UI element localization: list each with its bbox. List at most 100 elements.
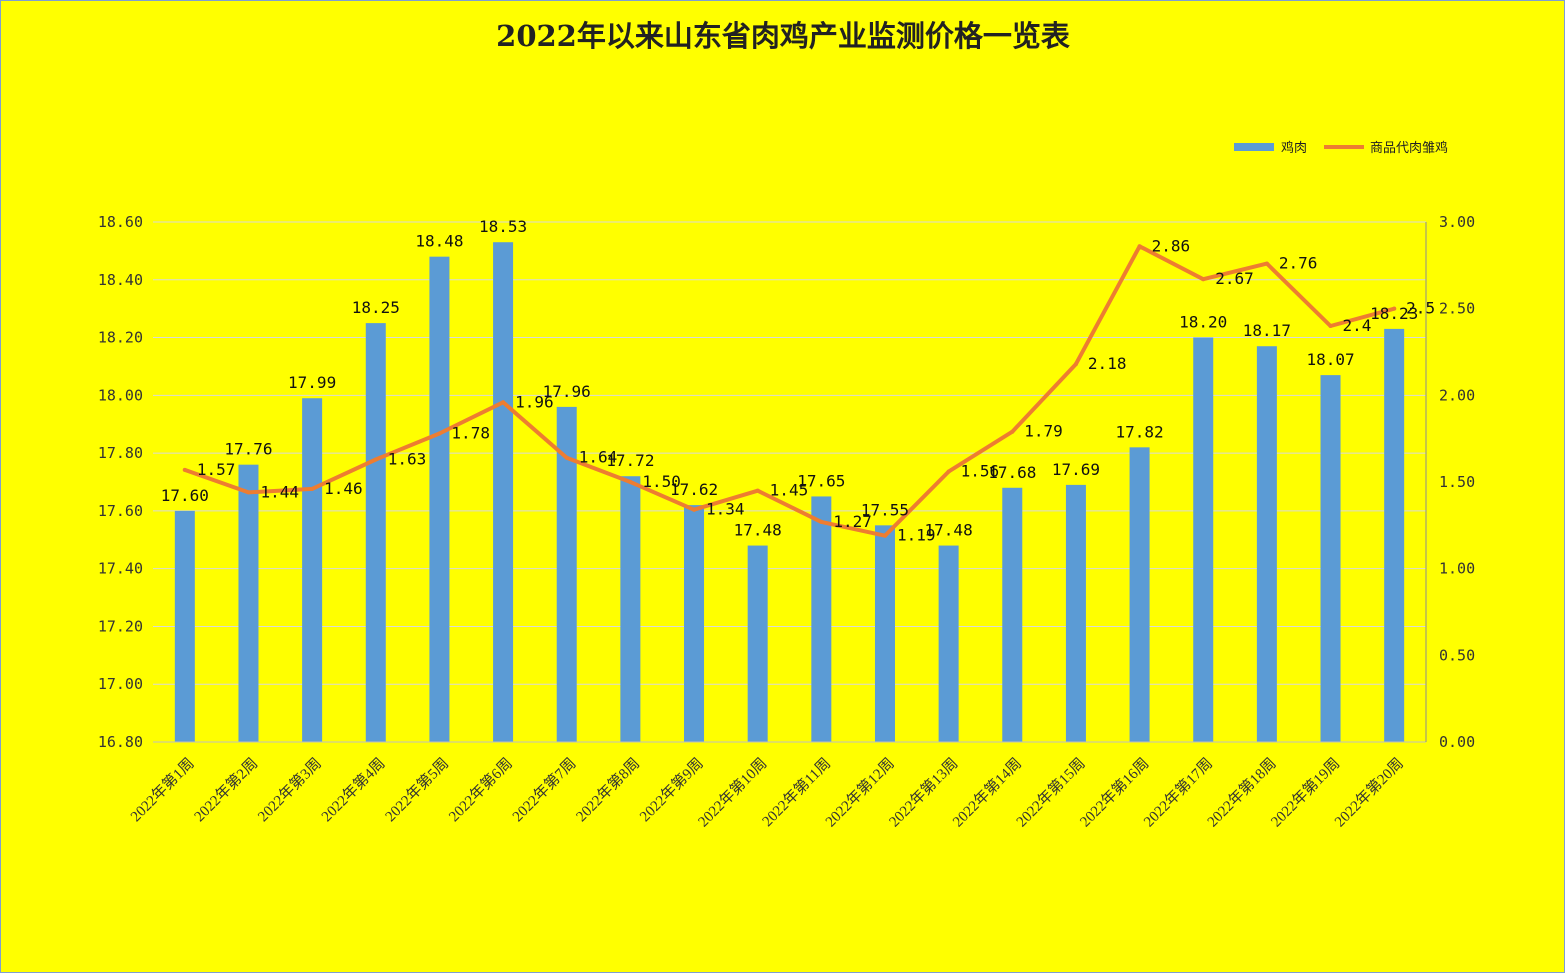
bar: [874, 525, 895, 742]
line-data-label: 2.18: [1088, 354, 1127, 373]
line-point: [1137, 244, 1142, 249]
line-point: [246, 490, 251, 495]
line-data-label: 2.76: [1279, 254, 1318, 273]
line-point: [373, 457, 378, 462]
y-left-tick-label: 18.40: [98, 271, 143, 289]
line-data-label: 1.78: [451, 423, 490, 442]
bar: [1002, 487, 1023, 742]
bar-data-label: 17.48: [925, 521, 973, 540]
bar: [174, 510, 195, 742]
line-data-label: 1.27: [833, 512, 872, 531]
line-point: [1392, 306, 1397, 311]
bar-series: [174, 242, 1405, 742]
line-point: [628, 480, 633, 484]
line-data-label: 1.96: [515, 392, 554, 411]
line-point: [310, 486, 315, 491]
bar: [1384, 328, 1405, 742]
bar-data-label: 17.48: [734, 521, 782, 540]
bar-data-label: 18.23: [1370, 304, 1418, 323]
line-point: [1201, 277, 1206, 282]
y-left-tick-label: 17.00: [98, 675, 143, 693]
line-point: [946, 469, 951, 474]
y-right-tick-label: 3.00: [1439, 213, 1475, 231]
series-line: [182, 244, 1397, 538]
line-data-label: 1.64: [579, 448, 618, 467]
y-right-tick-label: 0.00: [1439, 733, 1475, 751]
bar-data-label: 18.07: [1306, 350, 1354, 369]
gridlines: [153, 221, 1426, 743]
bar: [1065, 484, 1086, 742]
line-data-label: 1.44: [260, 482, 299, 501]
bar-data-label: 17.65: [797, 471, 845, 490]
line-series: [182, 244, 1397, 538]
bar-data-label: 17.82: [1115, 422, 1163, 441]
bar-data-label: 17.68: [988, 463, 1036, 482]
x-tick-label: 2022年第9周: [636, 754, 707, 825]
bar: [1256, 346, 1277, 742]
line-point: [755, 488, 760, 493]
bar: [811, 496, 832, 742]
line-data-label: 2.86: [1152, 236, 1191, 255]
line-data-label: 1.46: [324, 479, 363, 498]
line-point: [1328, 324, 1333, 328]
bar-data-label: 17.99: [288, 373, 336, 392]
legend-label-line: 商品代肉雏鸡: [1370, 140, 1448, 156]
bar: [302, 398, 323, 742]
line-data-label: 1.45: [770, 481, 809, 500]
line-point: [564, 455, 569, 460]
bar-data-label: 18.20: [1179, 313, 1227, 332]
y-right-tick-label: 2.50: [1439, 300, 1475, 318]
y-left-tick-label: 17.80: [98, 444, 143, 462]
bar: [429, 256, 450, 742]
bar: [747, 545, 768, 742]
line-data-label: 1.63: [388, 449, 427, 468]
bar: [1129, 447, 1150, 742]
line-data-label: 1.56: [961, 462, 1000, 481]
legend-label-bar: 鸡肉: [1281, 140, 1307, 156]
bar: [365, 323, 386, 742]
y-right-tick-label: 0.50: [1439, 646, 1475, 664]
line-data-label: 1.79: [1024, 422, 1063, 441]
line-point: [1073, 362, 1078, 367]
bar-data-label: 17.72: [606, 451, 654, 470]
y-left-tick-label: 18.60: [98, 213, 143, 231]
bar: [938, 545, 959, 742]
line-point: [692, 507, 697, 512]
line-point: [501, 400, 506, 405]
line-point: [437, 431, 442, 436]
legend: 鸡肉 商品代肉雏鸡: [1234, 140, 1448, 156]
y-right-tick-label: 1.50: [1439, 473, 1475, 491]
bar-data-label: 18.48: [415, 232, 463, 251]
x-tick-label: 2022年第6周: [445, 754, 516, 825]
bar: [556, 406, 577, 742]
y-right-tick-label: 1.00: [1439, 560, 1475, 578]
line-data-label: 1.34: [706, 500, 745, 519]
y-left-tick-label: 18.20: [98, 329, 143, 347]
bar: [620, 476, 641, 742]
line-point: [819, 519, 824, 524]
chart-title: 2022年以来山东省肉鸡产业监测价格一览表: [496, 19, 1070, 53]
bar-data-label: 18.17: [1243, 321, 1291, 340]
line-point: [882, 533, 887, 538]
bar-data-label: 17.96: [543, 382, 591, 401]
bar-data-label: 17.60: [161, 486, 209, 505]
bar: [684, 505, 705, 742]
y-left-tick-label: 17.60: [98, 502, 143, 520]
y-left-tick-label: 17.40: [98, 560, 143, 578]
bar-data-label: 17.76: [224, 440, 272, 459]
bar: [238, 464, 259, 742]
line-point: [182, 467, 187, 472]
data-labels: 17.60 17.76 17.99 18.25 18.48 18.53 17.96 17.72…: [161, 217, 1435, 545]
line-data-label: 1.57: [197, 460, 236, 479]
line-data-label: 2.67: [1215, 269, 1254, 288]
x-tick-label: 2022年第5周: [381, 754, 452, 825]
line-point: [1010, 429, 1015, 434]
x-tick-label: 2022年第1周: [127, 754, 198, 825]
line-data-label: 1.50: [642, 472, 681, 491]
x-tick-label: 2022年第3周: [254, 754, 325, 825]
x-tick-label: 2022年第7周: [508, 754, 579, 825]
bar: [1193, 337, 1214, 742]
bar-data-label: 18.25: [352, 298, 400, 317]
